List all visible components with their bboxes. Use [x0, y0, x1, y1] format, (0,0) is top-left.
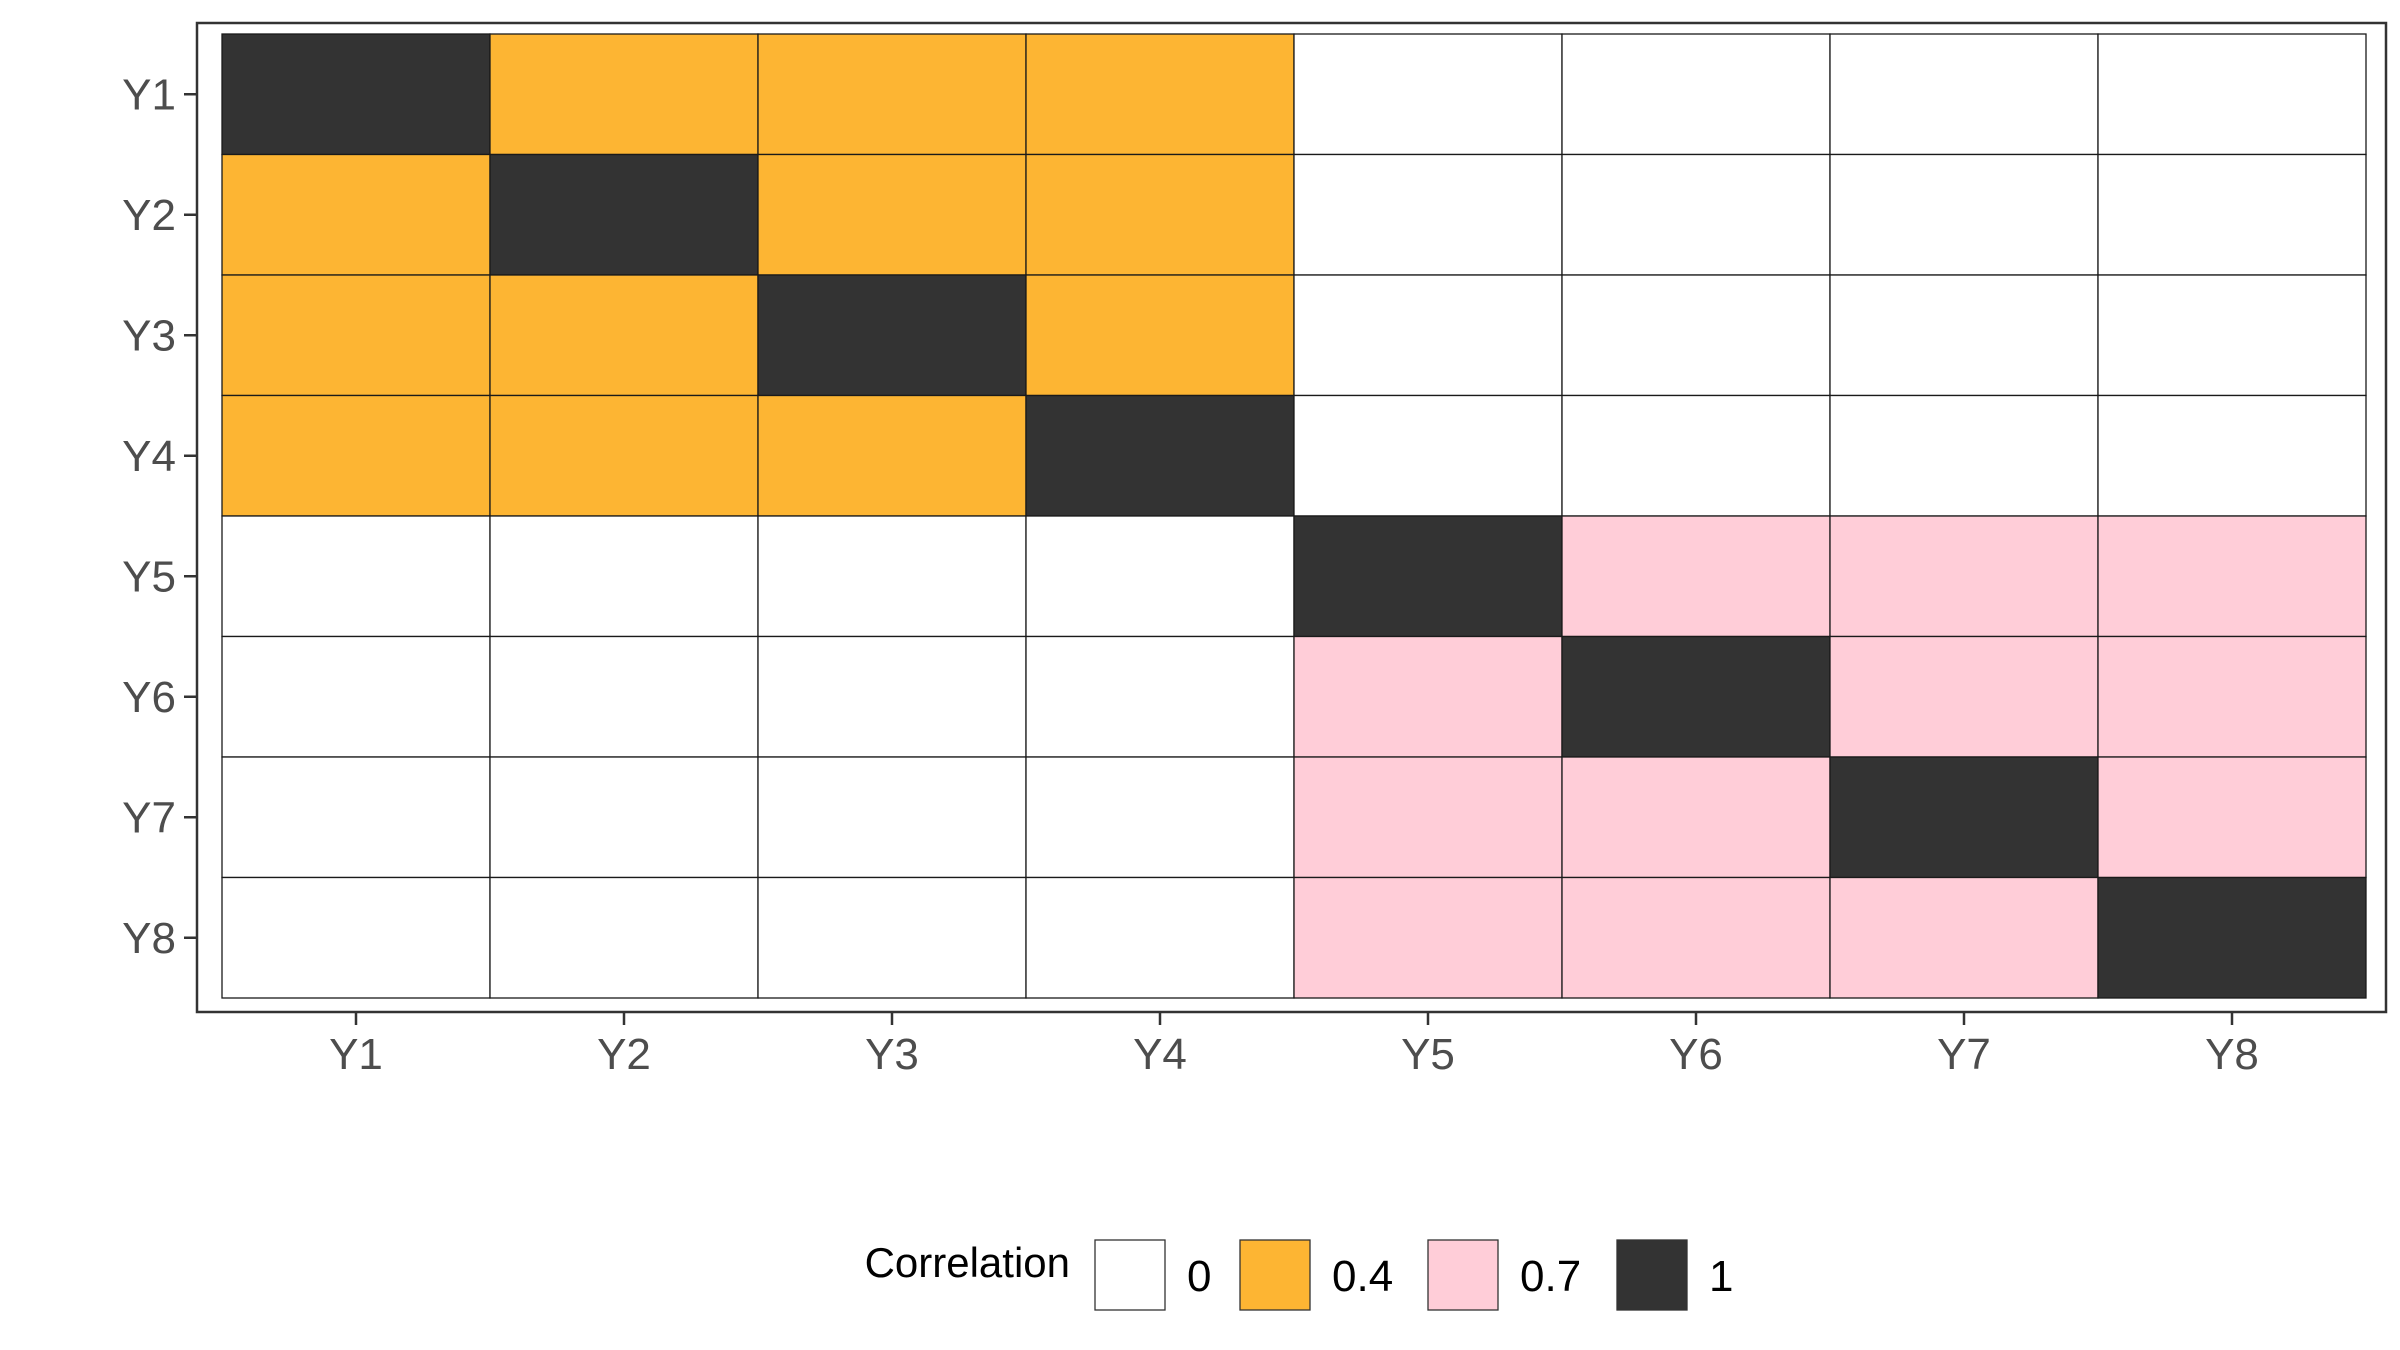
heatmap-cell-y8-y2: [489, 876, 759, 999]
heatmap-cell-y2-y1: [221, 153, 491, 276]
legend-label: 0: [1187, 1252, 1211, 1301]
heatmap-cell-y7-y5: [1293, 756, 1563, 879]
heatmap-cell-y8-y8: [2097, 876, 2367, 999]
heatmap-cell-y3-y8: [2097, 274, 2367, 397]
y-tick-label: Y8: [122, 914, 176, 963]
legend-key-0-4: [1239, 1239, 1311, 1311]
x-tick-label: Y6: [1669, 1030, 1723, 1079]
y-axis: Y1 Y2 Y3 Y4 Y5 Y6 Y7 Y8: [122, 70, 197, 963]
heatmap-cell-y6-y1: [221, 635, 491, 758]
heatmap-cell-y5-y5: [1293, 515, 1563, 638]
heatmap-cell-y6-y3: [757, 635, 1027, 758]
heatmap-cell-y2-y4: [1025, 153, 1295, 276]
y-tick-label: Y3: [122, 311, 176, 360]
heatmap-cell-y5-y4: [1025, 515, 1295, 638]
heatmap-cell-y1-y2: [489, 33, 759, 156]
heatmap-cells: [221, 33, 2367, 999]
heatmap-cell-y5-y2: [489, 515, 759, 638]
heatmap-cell-y3-y4: [1025, 274, 1295, 397]
heatmap-cell-y1-y1: [221, 33, 491, 156]
heatmap-cell-y6-y4: [1025, 635, 1295, 758]
x-tick-label: Y1: [329, 1030, 383, 1079]
x-tick-label: Y7: [1937, 1030, 1991, 1079]
heatmap-cell-y5-y6: [1561, 515, 1831, 638]
heatmap-cell-y7-y8: [2097, 756, 2367, 879]
heatmap-cell-y6-y2: [489, 635, 759, 758]
heatmap-cell-y7-y6: [1561, 756, 1831, 879]
heatmap-cell-y8-y7: [1829, 876, 2099, 999]
legend-key-0-7: [1427, 1239, 1499, 1311]
heatmap-cell-y3-y1: [221, 274, 491, 397]
y-tick-label: Y4: [122, 432, 176, 481]
heatmap-cell-y5-y8: [2097, 515, 2367, 638]
y-tick-label: Y1: [122, 70, 176, 119]
heatmap-cell-y4-y8: [2097, 394, 2367, 517]
heatmap-cell-y4-y2: [489, 394, 759, 517]
heatmap-cell-y7-y1: [221, 756, 491, 879]
heatmap-cell-y6-y7: [1829, 635, 2099, 758]
heatmap-cell-y8-y1: [221, 876, 491, 999]
y-tick-label: Y2: [122, 191, 176, 240]
legend-key-0: [1094, 1239, 1166, 1311]
heatmap-cell-y1-y4: [1025, 33, 1295, 156]
y-tick-label: Y7: [122, 793, 176, 842]
heatmap-cell-y2-y7: [1829, 153, 2099, 276]
heatmap-cell-y2-y2: [489, 153, 759, 276]
legend: Correlation 0 0.4 0.7 1: [865, 1239, 1733, 1311]
heatmap-cell-y6-y6: [1561, 635, 1831, 758]
heatmap-cell-y3-y3: [757, 274, 1027, 397]
heatmap-cell-y8-y6: [1561, 876, 1831, 999]
x-tick-label: Y4: [1133, 1030, 1187, 1079]
heatmap-cell-y8-y5: [1293, 876, 1563, 999]
heatmap-cell-y4-y4: [1025, 394, 1295, 517]
heatmap-cell-y2-y5: [1293, 153, 1563, 276]
heatmap-cell-y1-y3: [757, 33, 1027, 156]
x-tick-label: Y8: [2205, 1030, 2259, 1079]
heatmap-cell-y4-y1: [221, 394, 491, 517]
x-tick-label: Y2: [597, 1030, 651, 1079]
y-tick-label: Y6: [122, 673, 176, 722]
heatmap-cell-y1-y7: [1829, 33, 2099, 156]
heatmap-cell-y3-y6: [1561, 274, 1831, 397]
heatmap-cell-y4-y5: [1293, 394, 1563, 517]
heatmap-cell-y7-y7: [1829, 756, 2099, 879]
x-tick-label: Y5: [1401, 1030, 1455, 1079]
heatmap-cell-y4-y7: [1829, 394, 2099, 517]
heatmap-cell-y4-y3: [757, 394, 1027, 517]
heatmap-cell-y2-y3: [757, 153, 1027, 276]
heatmap-cell-y6-y8: [2097, 635, 2367, 758]
x-tick-label: Y3: [865, 1030, 919, 1079]
legend-label: 0.7: [1520, 1252, 1581, 1301]
heatmap-cell-y6-y5: [1293, 635, 1563, 758]
heatmap-cell-y8-y4: [1025, 876, 1295, 999]
heatmap-cell-y1-y6: [1561, 33, 1831, 156]
x-axis: Y1 Y2 Y3 Y4 Y5 Y6 Y7 Y8: [329, 1012, 2259, 1079]
heatmap-cell-y1-y8: [2097, 33, 2367, 156]
heatmap-cell-y7-y3: [757, 756, 1027, 879]
y-tick-label: Y5: [122, 552, 176, 601]
heatmap-cell-y3-y7: [1829, 274, 2099, 397]
legend-key-1: [1616, 1239, 1688, 1311]
legend-title: Correlation: [865, 1239, 1070, 1286]
heatmap-cell-y7-y4: [1025, 756, 1295, 879]
heatmap-cell-y2-y8: [2097, 153, 2367, 276]
heatmap-cell-y5-y1: [221, 515, 491, 638]
heatmap-cell-y5-y3: [757, 515, 1027, 638]
heatmap-cell-y3-y2: [489, 274, 759, 397]
heatmap-cell-y4-y6: [1561, 394, 1831, 517]
panel-border: [195, 21, 2388, 1014]
heatmap-cell-y8-y3: [757, 876, 1027, 999]
legend-label: 1: [1709, 1252, 1733, 1301]
heatmap-cell-y2-y6: [1561, 153, 1831, 276]
legend-label: 0.4: [1332, 1252, 1393, 1301]
heatmap-cell-y3-y5: [1293, 274, 1563, 397]
heatmap-cell-y7-y2: [489, 756, 759, 879]
heatmap-cell-y1-y5: [1293, 33, 1563, 156]
heatmap-cell-y5-y7: [1829, 515, 2099, 638]
